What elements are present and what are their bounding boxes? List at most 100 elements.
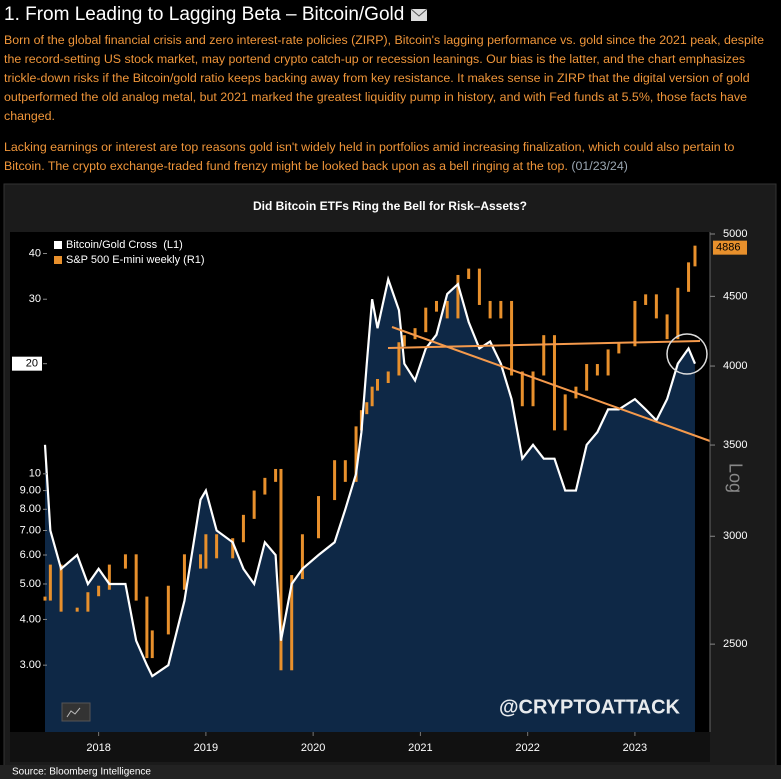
weekly-bar: [359, 410, 363, 431]
x-tick-label: 2021: [408, 742, 432, 754]
weekly-bar: [413, 328, 417, 340]
weekly-bar: [145, 596, 149, 659]
button-bg: [61, 702, 91, 722]
x-tick-label: 2019: [194, 742, 218, 754]
button-icon: [66, 707, 81, 718]
weekly-bar: [43, 596, 47, 601]
weekly-bar: [424, 307, 428, 333]
weekly-bar: [97, 585, 101, 597]
weekly-bar: [182, 554, 186, 590]
weekly-bar: [59, 564, 63, 612]
weekly-bar: [402, 335, 406, 347]
weekly-bar: [531, 371, 535, 407]
weekly-bar: [456, 274, 460, 319]
trend-line: [387, 340, 701, 349]
weekly-bar: [241, 514, 245, 543]
paragraph: Lacking earnings or interest are top rea…: [4, 138, 778, 176]
y2-tick-label: 2500: [723, 638, 747, 650]
source: Source: Bloomberg Intelligence: [12, 767, 151, 778]
x-tick-label: 2022: [515, 742, 539, 754]
weekly-bar: [370, 386, 374, 407]
y2-tick-label: 4500: [723, 290, 747, 302]
y-tick-label: 20: [29, 358, 41, 370]
title-text: 1. From Leading to Lagging Beta – Bitcoi…: [4, 4, 405, 25]
last-value-box: [713, 240, 747, 255]
axis-scale-label: Log: [725, 463, 745, 493]
weekly-bar: [215, 534, 219, 559]
x-tick-label: 2023: [623, 742, 647, 754]
weekly-bar: [606, 349, 610, 376]
header: 1. From Leading to Lagging Beta – Bitcoi…: [4, 0, 778, 176]
weekly-bar: [665, 314, 669, 340]
weekly-bar: [434, 300, 438, 312]
weekly-bar: [48, 564, 52, 601]
weekly-bar: [687, 262, 691, 292]
weekly-bar: [488, 300, 492, 319]
x-axis-strip: [10, 732, 710, 762]
y2-tick-label: 3000: [723, 530, 747, 542]
weekly-bar: [252, 490, 256, 519]
line: [43, 275, 696, 678]
weekly-bar: [445, 300, 449, 319]
y2-tick-label: 4000: [723, 360, 747, 372]
weekly-bar: [199, 554, 203, 569]
y-tick-label: 30: [29, 293, 41, 305]
paragraph-text: Lacking earnings or interest are top rea…: [4, 140, 735, 173]
weekly-bar: [397, 342, 401, 376]
last-value-label: 20: [26, 358, 38, 370]
watermark: @CRYPTOATTACK: [499, 696, 681, 718]
chart-panel: [3, 183, 777, 767]
area: [45, 279, 695, 732]
highlight-circle: [666, 333, 708, 375]
legend-label: S&P 500 E-mini weekly (R1): [66, 254, 205, 266]
weekly-bar: [376, 379, 379, 391]
weekly-bar: [166, 585, 170, 635]
legend-swatch: [54, 256, 62, 264]
chart-title: Did Bitcoin ETFs Ring the Bell for Risk–…: [253, 199, 527, 213]
weekly-bar: [574, 386, 578, 399]
y-tick-label: 10: [29, 468, 41, 480]
y2-tick-label: 3500: [723, 439, 747, 451]
y-tick-label: 8.00: [20, 503, 41, 515]
mail-icon[interactable]: [410, 8, 428, 22]
weekly-bar: [333, 460, 337, 501]
weekly-bar: [499, 300, 503, 319]
weekly-bar: [617, 342, 621, 354]
weekly-bar: [279, 468, 283, 671]
last-value-label: 4886: [716, 242, 740, 254]
trend-line: [391, 326, 711, 442]
paragraph: Born of the global financial crisis and …: [4, 33, 764, 123]
date: (01/23/24): [571, 159, 628, 173]
y-tick-label: 6.00: [20, 549, 41, 561]
y-tick-label: 7.00: [20, 524, 41, 536]
weekly-bar: [477, 268, 481, 305]
weekly-bar: [231, 538, 235, 559]
weekly-bar: [563, 394, 567, 431]
weekly-bar: [386, 371, 390, 384]
last-value-box: [12, 356, 42, 371]
plot-bg: [10, 232, 710, 732]
weekly-bar: [654, 294, 658, 319]
weekly-bar: [123, 554, 127, 569]
weekly-bar: [107, 564, 111, 590]
weekly-bar: [317, 496, 321, 539]
weekly-bar: [585, 364, 589, 391]
y-tick-label: 3.00: [20, 659, 41, 671]
weekly-bar: [693, 245, 697, 267]
y-tick-label: 40: [29, 247, 41, 259]
weekly-bar: [644, 294, 648, 305]
weekly-bar: [365, 402, 369, 415]
weekly-bar: [354, 426, 358, 482]
y-tick-label: 5.00: [20, 578, 41, 590]
x-tick-label: 2020: [301, 742, 325, 754]
chart-type-button[interactable]: [61, 702, 91, 722]
weekly-bar: [467, 268, 471, 279]
weekly-bar: [274, 468, 278, 482]
weekly-bar: [633, 300, 637, 347]
weekly-bar: [343, 460, 347, 482]
weekly-bar: [510, 300, 514, 376]
weekly-bar: [134, 554, 138, 601]
weekly-bar: [542, 335, 546, 376]
x-tick-label: 2018: [86, 742, 110, 754]
weekly-bar: [595, 364, 599, 376]
